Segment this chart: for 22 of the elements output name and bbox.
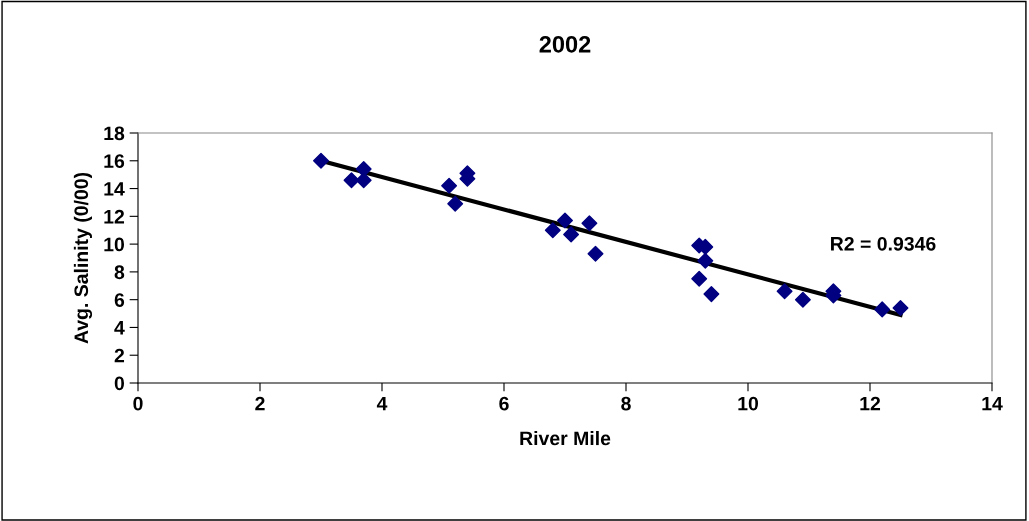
annotation: R2 = 0.9346: [831, 236, 936, 251]
x-axis-title: River Mile: [520, 430, 611, 446]
x-tick-label: 2: [255, 396, 265, 411]
x-tick-label: 6: [499, 396, 509, 411]
y-tick-label: 0: [114, 376, 125, 391]
x-tick-label: 0: [133, 396, 143, 411]
y-tick-label: 2: [114, 348, 125, 363]
y-tick-label: 16: [104, 154, 125, 169]
y-tick-label: 6: [114, 293, 125, 307]
x-tick-label: 12: [860, 396, 881, 411]
y-tick-label: 18: [104, 126, 125, 141]
x-tick-label: 4: [376, 396, 388, 411]
x-tick-label: 10: [738, 396, 759, 411]
y-tick-label: 14: [104, 182, 125, 196]
chart-title: 2002: [539, 35, 591, 53]
y-tick-label: 12: [104, 209, 125, 224]
y-tick-label: 4: [114, 321, 125, 335]
y-tick-label: 10: [104, 237, 125, 252]
y-tick-label: 8: [114, 265, 125, 280]
y-axis-title: Avg. Salinity (0/00): [73, 172, 93, 344]
x-tick-label: 8: [621, 396, 631, 411]
x-tick-label: 14: [982, 396, 1003, 411]
